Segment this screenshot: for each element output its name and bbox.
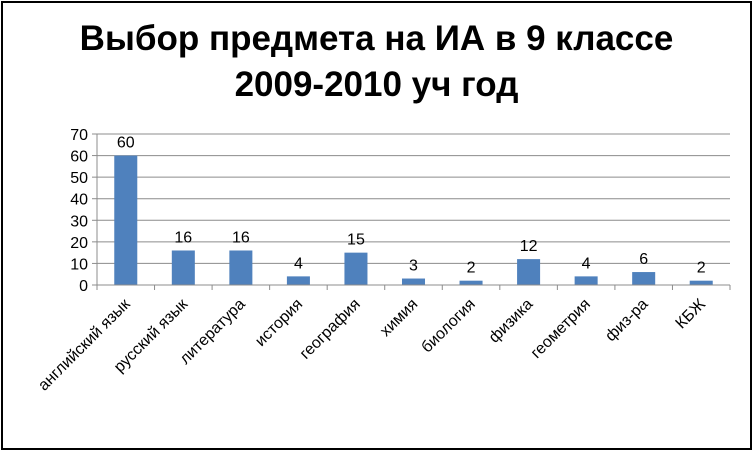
bars <box>114 155 713 285</box>
chart-title-line-2: 2009-2010 уч год <box>234 65 519 104</box>
data-label: 60 <box>117 135 135 152</box>
category-label: история <box>252 296 306 350</box>
data-label: 6 <box>639 251 648 268</box>
gridlines <box>97 133 730 264</box>
data-labels: 60 16 16 4 15 3 2 12 4 6 2 <box>117 135 706 277</box>
y-tick-label: 10 <box>70 256 88 273</box>
category-label: химия <box>377 296 421 340</box>
y-tick-label: 50 <box>70 170 88 187</box>
bar <box>171 250 195 285</box>
bar <box>114 155 138 285</box>
y-tick-label: 60 <box>70 149 88 166</box>
data-label: 2 <box>467 260 476 277</box>
bar <box>401 278 426 285</box>
y-tick-label: 70 <box>70 127 88 144</box>
y-tick-label: 20 <box>70 235 88 252</box>
category-label: физ-ра <box>602 296 651 345</box>
bar <box>517 259 541 285</box>
data-label: 12 <box>520 238 538 255</box>
data-label: 4 <box>294 255 303 272</box>
chart-title: Выбор предмета на ИА в 9 классе 2009-201… <box>0 16 753 108</box>
data-label: 4 <box>582 255 591 272</box>
category-label: физика <box>486 296 537 347</box>
data-label: 2 <box>697 260 706 277</box>
bar <box>344 252 368 285</box>
category-label: КБЖ <box>673 296 710 333</box>
category-label: биология <box>418 296 478 356</box>
chart-title-line-1: Выбор предмета на ИА в 9 классе <box>79 19 674 58</box>
bar <box>632 272 656 285</box>
data-label: 3 <box>409 258 418 275</box>
bar <box>689 280 713 285</box>
axes <box>96 134 731 290</box>
bar <box>229 250 253 285</box>
y-tick-label: 40 <box>70 192 88 209</box>
bar <box>286 276 310 285</box>
y-axis-ticks: 0 10 20 30 40 50 60 70 <box>70 127 97 295</box>
data-label: 15 <box>347 232 365 249</box>
category-label: геометрия <box>528 296 594 362</box>
bar <box>459 280 483 285</box>
category-label: английский язык <box>35 295 134 394</box>
bar <box>574 276 598 285</box>
y-tick-label: 0 <box>79 278 88 295</box>
data-label: 16 <box>174 229 192 246</box>
data-label: 16 <box>232 229 250 246</box>
category-label: география <box>297 296 364 363</box>
y-tick-label: 30 <box>70 213 88 230</box>
